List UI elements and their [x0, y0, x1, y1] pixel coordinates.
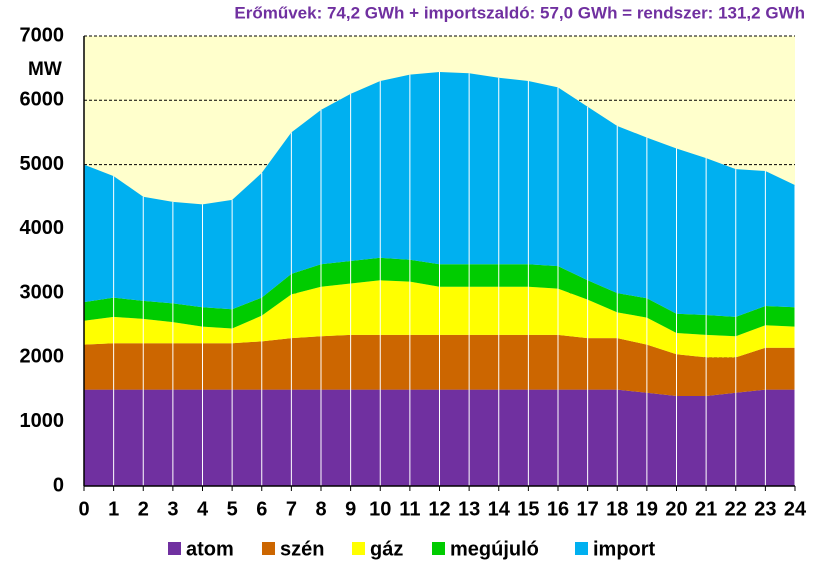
x-tick-label: 11: [399, 498, 420, 520]
x-tick-label: 21: [695, 498, 717, 520]
x-tick-label: 6: [256, 498, 267, 520]
y-tick-label: 3000: [20, 281, 65, 303]
y-tick-label: 1000: [20, 410, 65, 432]
legend-swatch: [262, 542, 275, 555]
x-tick-label: 19: [636, 498, 658, 520]
x-tick-label: 20: [665, 498, 687, 520]
x-tick-label: 7: [286, 498, 297, 520]
x-tick-label: 22: [725, 498, 747, 520]
x-tick-label: 24: [784, 498, 807, 520]
x-tick-label: 5: [227, 498, 238, 520]
x-tick-label: 17: [577, 498, 599, 520]
chart-title: Erőművek: 74,2 GWh + importszaldó: 57,0 …: [234, 3, 805, 22]
y-tick-label: 5000: [20, 153, 65, 175]
x-tick-label: 18: [606, 498, 628, 520]
x-tick-label: 4: [197, 498, 209, 520]
x-tick-label: 14: [488, 498, 511, 520]
legend-swatch: [575, 542, 588, 555]
y-tick-label: 2000: [20, 346, 65, 368]
y-tick-label: 4000: [20, 217, 65, 239]
legend-swatch: [432, 542, 445, 555]
legend-swatch: [352, 542, 365, 555]
y-axis-label: MW: [28, 59, 62, 80]
y-tick-label: 0: [53, 474, 64, 496]
x-tick-label: 15: [517, 498, 539, 520]
legend-label: megújuló: [450, 538, 539, 560]
y-tick-label: 6000: [20, 89, 65, 111]
x-tick-label: 23: [754, 498, 776, 520]
legend-label: szén: [280, 538, 324, 560]
x-tick-label: 3: [167, 498, 178, 520]
x-tick-label: 16: [547, 498, 569, 520]
legend-label: gáz: [370, 538, 403, 560]
legend-label: atom: [186, 538, 234, 560]
x-tick-label: 0: [78, 498, 89, 520]
x-tick-label: 12: [428, 498, 450, 520]
y-tick-label: 7000: [20, 24, 65, 46]
x-tick-label: 13: [458, 498, 480, 520]
legend-label: import: [593, 538, 656, 560]
x-tick-label: 8: [315, 498, 326, 520]
x-tick-label: 1: [108, 498, 119, 520]
x-tick-label: 9: [345, 498, 356, 520]
legend-swatch: [168, 542, 181, 555]
x-tick-label: 10: [369, 498, 391, 520]
x-tick-label: 2: [138, 498, 149, 520]
